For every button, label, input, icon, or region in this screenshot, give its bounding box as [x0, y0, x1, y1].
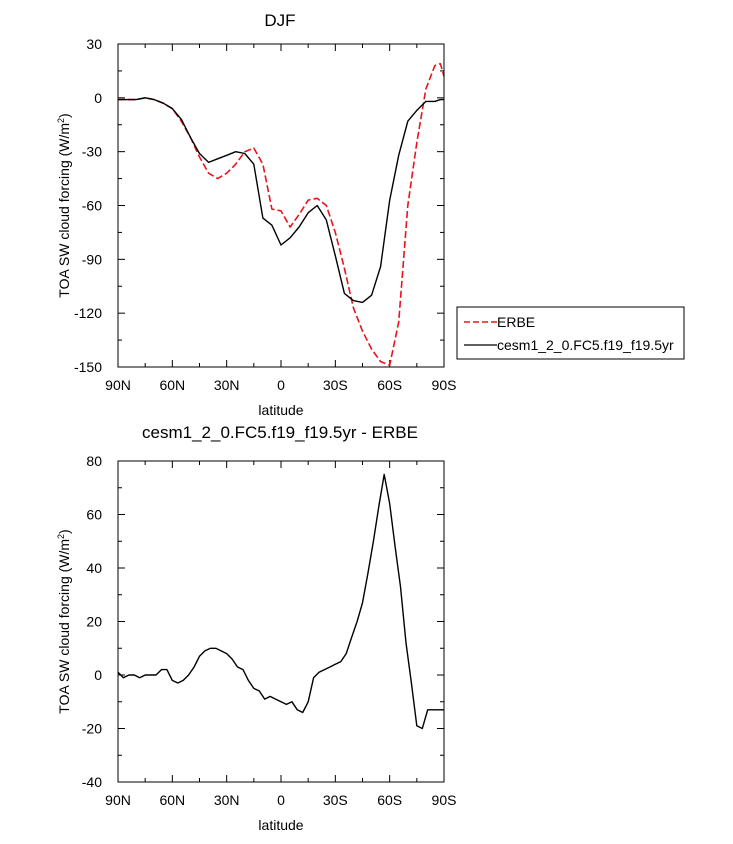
panel-2-x-tick-label: 90N: [105, 792, 131, 808]
panel-1-x-tick-label: 0: [277, 377, 285, 393]
panel-2-y-tick-label: 60: [86, 507, 102, 523]
panel-1-x-ticks: 90N 60N 30N 0 30S 60S 90S: [105, 44, 456, 393]
panel-1-y-tick-label: 30: [86, 36, 102, 52]
panel-2-x-tick-label: 0: [277, 792, 285, 808]
panel-2-x-axis-label: latitude: [258, 817, 303, 833]
panel-1-y-axis-label-main: TOA SW cloud forcing (W/m: [56, 123, 72, 298]
panel-1-x-tick-label: 30S: [323, 377, 348, 393]
panel-1-y-tick-label: -60: [82, 198, 102, 214]
panel-2-x-tick-label: 30N: [214, 792, 240, 808]
panel-1-y-axis-label-sup: 2: [56, 118, 66, 123]
panel-1-series-line-cesm1-2-0-fc5-f19-f19-5yr: [118, 97, 444, 304]
legend-label-cesm: cesm1_2_0.FC5.f19_f19.5yr: [497, 337, 674, 353]
panel-1-x-axis-label: latitude: [258, 402, 303, 418]
panel-1-y-tick-label: -150: [74, 359, 102, 375]
panel-1-y-tick-label: 0: [94, 90, 102, 106]
panel-2-y-axis-label-sup: 2: [56, 534, 66, 539]
panel-2-y-axis-label: TOA SW cloud forcing (W/m2): [56, 529, 72, 713]
panel-2-x-tick-label: 30S: [323, 792, 348, 808]
panel-2-y-tick-label: 20: [86, 614, 102, 630]
panel-2-y-tick-label: -20: [82, 721, 102, 737]
panel-1-x-tick-label: 90S: [432, 377, 457, 393]
panel-2-x-tick-label: 60N: [159, 792, 185, 808]
panel-1-title: DJF: [264, 11, 295, 30]
panel-1-y-tick-label: -30: [82, 144, 102, 160]
panel-2-y-axis-label-close: ): [56, 529, 72, 534]
legend-box: [456, 306, 685, 360]
panel-2-y-tick-label: 0: [94, 667, 102, 683]
panel-2-y-axis-label-main: TOA SW cloud forcing (W/m: [56, 539, 72, 714]
panel-1-frame: [117, 43, 445, 368]
panel-2-series: [117, 473, 444, 730]
panel-2-series-line-difference: [117, 473, 444, 730]
panel-1-x-tick-label: 30N: [214, 377, 240, 393]
legend: ERBE cesm1_2_0.FC5.f19_f19.5yr: [456, 306, 685, 360]
panel-1-y-axis-label: TOA SW cloud forcing (W/m2): [56, 113, 72, 297]
panel-2-x-tick-label: 90S: [432, 792, 457, 808]
panel-2-y-tick-label: 80: [86, 453, 102, 469]
panel-2-y-ticks: 80 60 40 20 0 -20 -40: [82, 453, 444, 790]
panel-1-series: [118, 62, 445, 367]
panel-2-y-tick-label: 40: [86, 560, 102, 576]
panel-1-y-tick-label: -90: [82, 251, 102, 267]
panel-2-title: cesm1_2_0.FC5.f19_f19.5yr - ERBE: [142, 423, 418, 442]
legend-label-erbe: ERBE: [497, 314, 535, 330]
panel-1-y-tick-label: -120: [74, 305, 102, 321]
panel-2-y-tick-label: -40: [82, 774, 102, 790]
panel-1-x-tick-label: 60S: [377, 377, 402, 393]
panel-1-y-ticks: 30 0 -30 -60 -90 -120 -150: [74, 36, 444, 375]
panel-1-series-line-erbe: [118, 62, 445, 367]
panel-2-x-tick-label: 60S: [377, 792, 402, 808]
panel-2-frame: [117, 460, 445, 783]
panel-djf: DJF 90N 60N 30N 0 30S 60S 90S 30 0 -30 -60 -90 -120…: [56, 11, 456, 418]
panel-1-x-tick-label: 90N: [105, 377, 131, 393]
panel-1-x-tick-label: 60N: [159, 377, 185, 393]
panel-1-y-axis-label-close: ): [56, 113, 72, 118]
panel-difference: cesm1_2_0.FC5.f19_f19.5yr - ERBE 90N 60N 3…: [56, 423, 456, 833]
panel-2-x-ticks: 90N 60N 30N 0 30S 60S 90S: [105, 461, 456, 808]
